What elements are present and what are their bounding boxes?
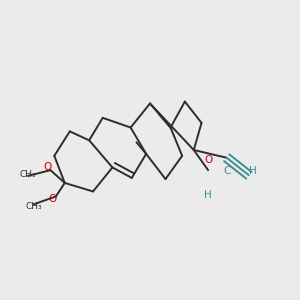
Text: O: O (43, 162, 51, 172)
Text: CH₃: CH₃ (20, 169, 36, 178)
Text: H: H (204, 190, 212, 200)
Text: O: O (204, 155, 212, 166)
Text: H: H (249, 166, 256, 176)
Text: C: C (223, 166, 230, 176)
Text: O: O (48, 194, 57, 204)
Text: CH₃: CH₃ (26, 202, 42, 211)
